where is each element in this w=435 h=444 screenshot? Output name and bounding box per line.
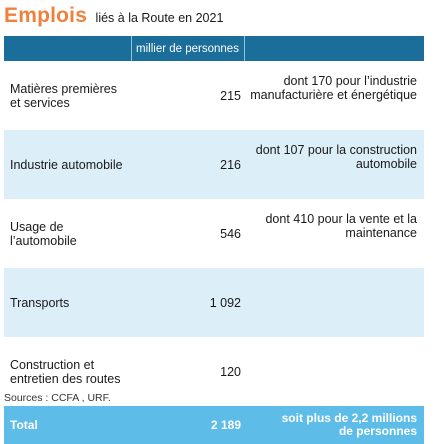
table-row: Construction et entretien des routes 120 bbox=[4, 337, 424, 406]
header-col2: millier de personnes bbox=[130, 36, 245, 61]
row-note: dont 410 pour la vente et la maintenance bbox=[265, 212, 417, 240]
row-value: 216 bbox=[131, 130, 244, 199]
title-main: Emplois bbox=[4, 4, 88, 27]
table-header-row: millier de personnes bbox=[4, 36, 424, 61]
title-subtitle: liés à la Route en 2021 bbox=[95, 11, 224, 25]
row-note: dont 170 pour l’industrie manufacturière … bbox=[250, 74, 417, 102]
row-note bbox=[244, 337, 424, 406]
header-col3 bbox=[244, 36, 424, 61]
sources-note: Sources : CCFA , URF. bbox=[4, 392, 111, 404]
header-col1 bbox=[4, 36, 131, 61]
row-value: 120 bbox=[220, 364, 241, 379]
page-title: Emplois liés à la Route en 2021 bbox=[4, 4, 223, 30]
row-label: Construction et entretien des routes bbox=[10, 357, 121, 386]
total-note: soit plus de 2,2 millions de personnes bbox=[244, 406, 424, 444]
row-note bbox=[244, 268, 424, 337]
row-label: Industrie automobile bbox=[4, 130, 131, 199]
row-value: 546 bbox=[220, 226, 241, 241]
row-value: 215 bbox=[220, 88, 241, 103]
row-label: Transports bbox=[4, 268, 131, 337]
table-row: Usage de l’automobile 546 dont 410 pour … bbox=[4, 199, 424, 268]
table-row: Industrie automobile 216 dont 107 pour l… bbox=[4, 130, 424, 199]
employment-table: millier de personnes Matières premières e… bbox=[4, 36, 424, 444]
table-row: Transports 1 092 bbox=[4, 268, 424, 337]
total-value: 2 189 bbox=[131, 406, 244, 444]
row-label: Usage de l’automobile bbox=[10, 219, 77, 248]
row-value: 1 092 bbox=[131, 268, 244, 337]
table-total-row: Total 2 189 soit plus de 2,2 millions de … bbox=[4, 406, 424, 444]
row-note: dont 107 pour la construction automobile bbox=[244, 130, 424, 199]
total-label: Total bbox=[4, 406, 131, 444]
table-row: Matières premières et services 215 dont 1… bbox=[4, 61, 424, 130]
row-label: Matières premières et services bbox=[10, 81, 117, 110]
